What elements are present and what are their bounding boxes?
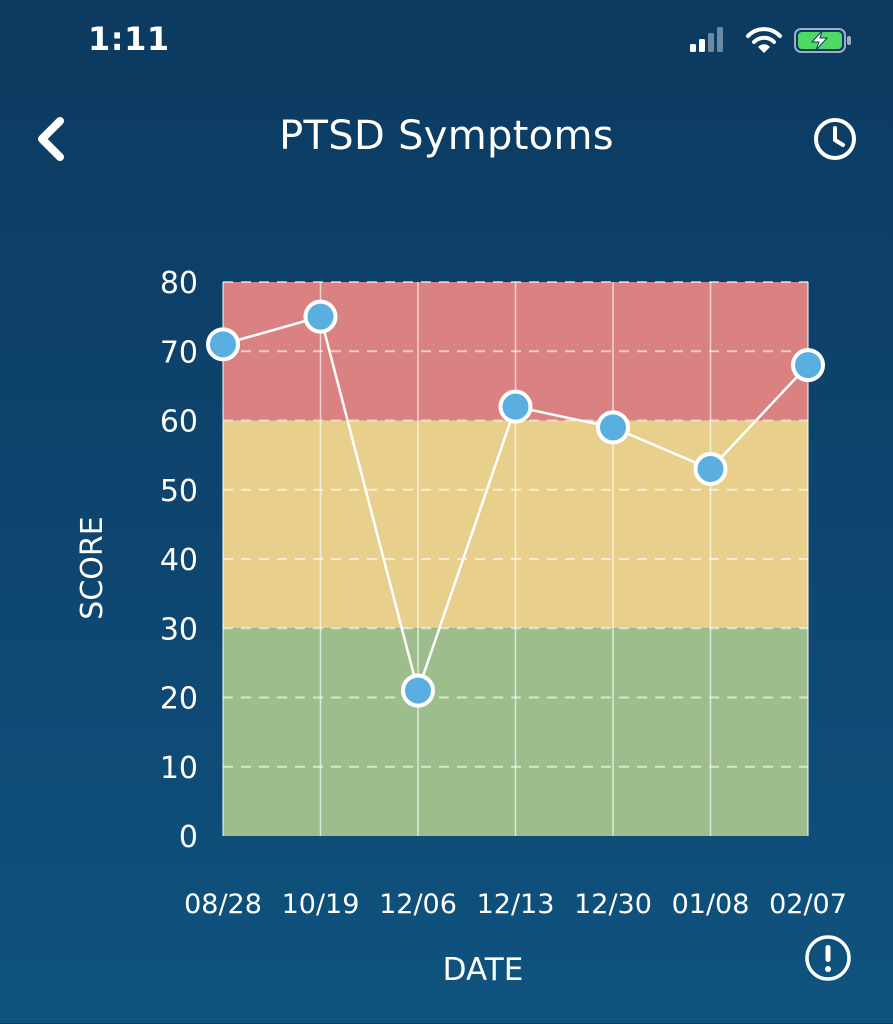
y-tick-label: 80 bbox=[160, 266, 198, 301]
data-point[interactable] bbox=[596, 410, 630, 445]
y-tick-label: 70 bbox=[160, 335, 198, 370]
x-tick-label: 12/13 bbox=[477, 889, 555, 920]
y-tick-label: 30 bbox=[160, 612, 198, 647]
y-tick-label: 50 bbox=[160, 474, 198, 509]
x-tick-label: 12/30 bbox=[574, 889, 652, 920]
status-bar: 1:11 bbox=[0, 0, 893, 80]
battery-charging-icon bbox=[794, 28, 851, 53]
y-axis-label: SCORE bbox=[75, 516, 110, 619]
history-button[interactable] bbox=[807, 111, 863, 167]
back-button[interactable] bbox=[26, 107, 86, 171]
data-point[interactable] bbox=[303, 299, 338, 334]
data-point[interactable] bbox=[401, 673, 435, 708]
chevron-left-icon bbox=[38, 117, 64, 161]
x-tick-label: 02/07 bbox=[769, 889, 847, 920]
info-button[interactable] bbox=[803, 933, 853, 983]
x-axis-label: DATE bbox=[443, 952, 524, 988]
chart-container: 0 10 20 30 40 50 60 70 80 08/28 10/19 12/06 12/13 12… bbox=[0, 230, 893, 1020]
x-tick-labels: 08/28 10/19 12/06 12/13 12/30 01/08 02/07 bbox=[184, 889, 847, 920]
x-tick-label: 01/08 bbox=[672, 889, 750, 920]
status-time: 1:11 bbox=[88, 20, 170, 58]
x-tick-label: 12/06 bbox=[379, 889, 457, 920]
score-chart: 0 10 20 30 40 50 60 70 80 08/28 10/19 12/06 12/13 12… bbox=[75, 266, 847, 988]
y-tick-label: 60 bbox=[160, 405, 198, 440]
clock-icon bbox=[814, 118, 856, 160]
wifi-icon bbox=[746, 27, 782, 53]
page-title: PTSD Symptoms bbox=[279, 113, 614, 159]
y-tick-label: 40 bbox=[160, 543, 198, 578]
x-tick-label: 10/19 bbox=[282, 889, 360, 920]
vertical-gridlines bbox=[222, 282, 809, 836]
data-point[interactable] bbox=[206, 327, 240, 362]
y-tick-label: 20 bbox=[160, 682, 198, 717]
data-point[interactable] bbox=[498, 389, 533, 424]
data-point[interactable] bbox=[693, 451, 728, 486]
y-tick-label: 10 bbox=[160, 751, 198, 786]
signal-icon bbox=[690, 27, 723, 52]
x-tick-label: 08/28 bbox=[184, 889, 262, 920]
data-point[interactable] bbox=[791, 348, 825, 383]
status-icons bbox=[690, 27, 851, 53]
nav-bar: PTSD Symptoms bbox=[0, 95, 893, 185]
score-series bbox=[206, 299, 825, 708]
y-tick-label: 0 bbox=[179, 820, 198, 855]
info-circle-icon bbox=[805, 935, 851, 981]
y-tick-labels: 0 10 20 30 40 50 60 70 80 bbox=[160, 266, 198, 855]
